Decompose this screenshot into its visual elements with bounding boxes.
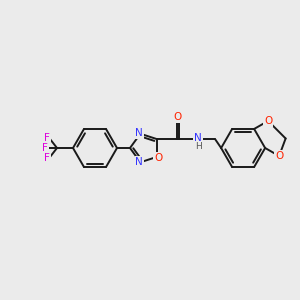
Text: H: H: [195, 142, 202, 151]
Text: N: N: [194, 133, 202, 143]
Text: O: O: [173, 112, 181, 122]
Text: O: O: [154, 153, 162, 163]
Text: F: F: [44, 153, 50, 163]
Text: N: N: [136, 157, 143, 167]
Text: O: O: [264, 116, 272, 126]
Text: F: F: [44, 133, 50, 143]
Text: F: F: [42, 143, 48, 153]
Text: O: O: [275, 151, 283, 161]
Text: N: N: [136, 128, 143, 138]
